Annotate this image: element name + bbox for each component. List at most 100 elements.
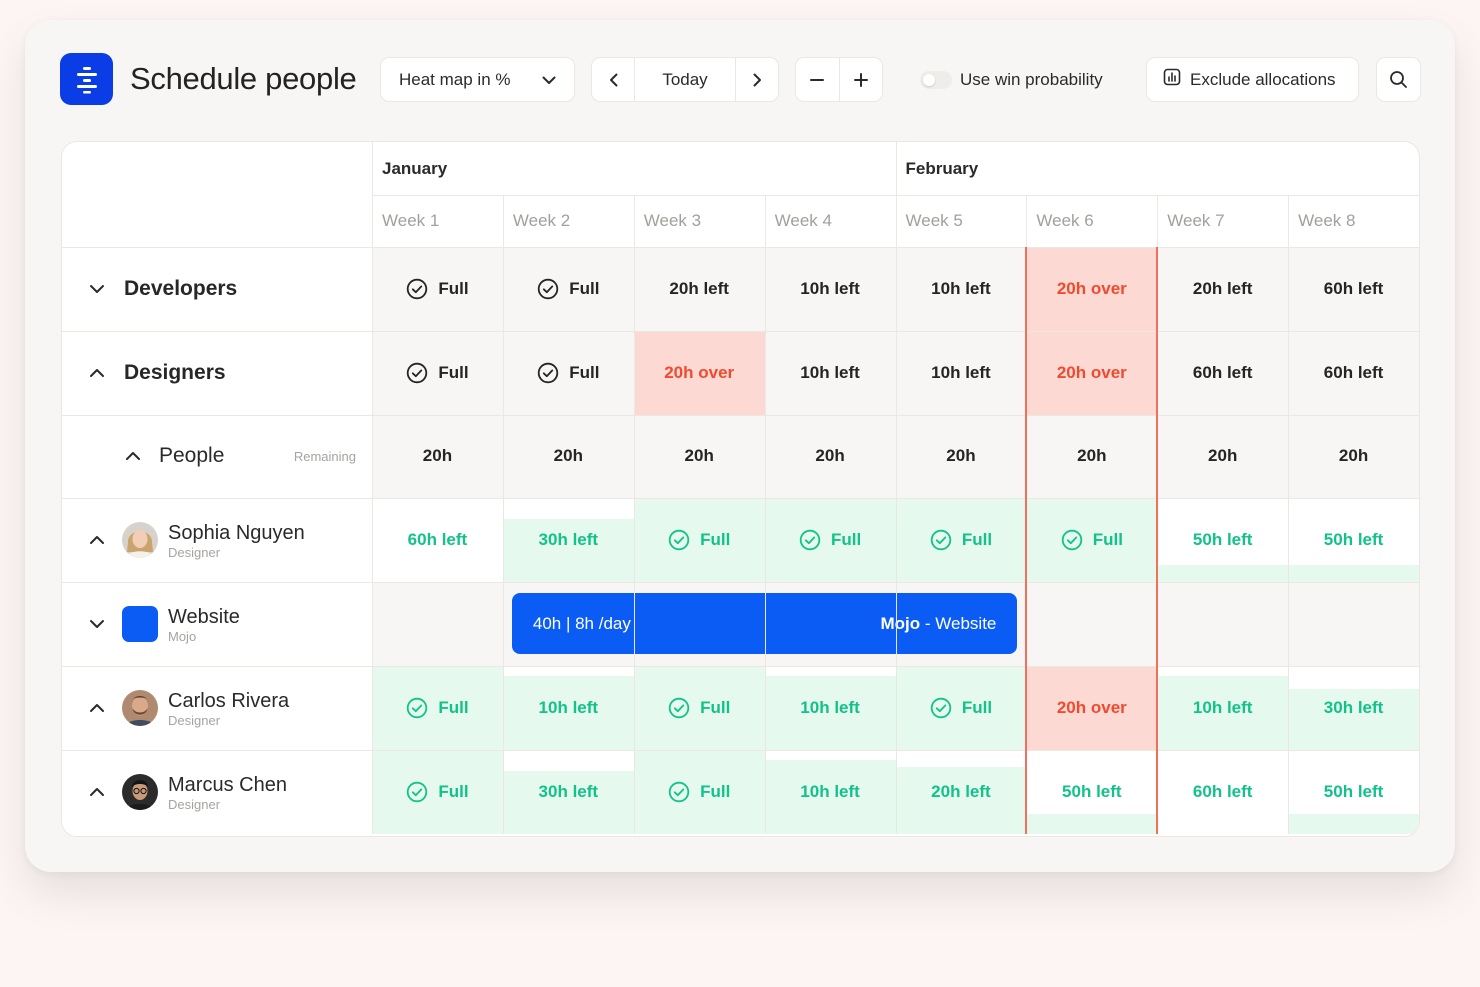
week-header: Week 8 <box>1298 211 1356 230</box>
capacity-fill <box>633 498 765 583</box>
project-cell[interactable] <box>372 582 503 666</box>
capacity-text: Full <box>700 697 731 717</box>
month-header: February <box>905 158 979 178</box>
capacity-cell[interactable]: Full <box>372 666 503 750</box>
capacity-cell[interactable]: Full <box>1026 498 1158 583</box>
zoom-out-button[interactable] <box>796 58 839 101</box>
view-mode-dropdown[interactable]: Heat map in % <box>380 57 575 102</box>
project-cell[interactable] <box>1157 582 1289 666</box>
capacity-text: 10h left <box>800 278 860 298</box>
exclude-allocations-button[interactable]: Exclude allocations <box>1146 57 1359 102</box>
capacity-value: 20h <box>1077 446 1106 466</box>
capacity-cell[interactable]: 30h left <box>502 498 634 583</box>
capacity-cell[interactable]: 20h <box>764 414 896 499</box>
chevron-down-icon[interactable] <box>88 280 106 298</box>
capacity-text: 20h over <box>1056 697 1127 717</box>
previous-button[interactable] <box>592 58 634 101</box>
capacity-cell[interactable]: 50h left <box>1288 749 1419 834</box>
capacity-cell[interactable]: 20h <box>633 414 765 499</box>
chevron-up-icon[interactable] <box>88 364 106 382</box>
person-role: Designer <box>168 545 221 561</box>
capacity-cell[interactable]: 60h left <box>1288 330 1419 415</box>
capacity-cell[interactable]: 10h left <box>502 666 634 750</box>
capacity-cell[interactable]: Full <box>764 498 896 583</box>
capacity-cell[interactable]: 60h left <box>372 498 503 583</box>
capacity-cell[interactable]: 20h left <box>633 247 765 331</box>
capacity-cell[interactable]: Full <box>502 247 634 331</box>
avatar <box>122 773 158 810</box>
grid-line <box>895 142 897 834</box>
capacity-cell[interactable]: 20h <box>1157 414 1289 499</box>
capacity-cell[interactable]: Full <box>372 749 503 834</box>
capacity-cell[interactable]: 10h left <box>764 330 896 415</box>
capacity-cell[interactable]: 60h left <box>1288 247 1419 331</box>
grid-line <box>764 195 766 834</box>
capacity-cell[interactable]: 20h left <box>1157 247 1289 331</box>
project-cell[interactable] <box>1026 582 1158 666</box>
capacity-cell[interactable]: 10h left <box>895 247 1027 331</box>
project-client: Mojo <box>168 629 197 645</box>
allocation-client: Mojo <box>880 613 921 633</box>
check-circle-icon <box>538 362 559 383</box>
capacity-text: Full <box>1092 530 1123 550</box>
grid-line <box>633 195 635 834</box>
capacity-cell[interactable]: 60h left <box>1157 749 1289 834</box>
check-circle-icon <box>407 278 428 300</box>
capacity-cell[interactable]: 20h <box>1026 414 1158 499</box>
capacity-cell[interactable]: 20h over <box>1026 330 1158 415</box>
capacity-value: 20h <box>554 446 583 466</box>
app-logo-icon[interactable] <box>60 53 113 105</box>
capacity-cell[interactable]: 30h left <box>1288 666 1419 750</box>
capacity-cell[interactable]: 50h left <box>1157 498 1289 583</box>
capacity-cell[interactable]: Full <box>633 498 765 583</box>
capacity-cell[interactable]: 10h left <box>764 749 896 834</box>
capacity-cell[interactable]: Full <box>895 666 1027 750</box>
chevron-up-icon[interactable] <box>88 783 106 801</box>
grid-line <box>62 749 1419 751</box>
chevron-up-icon[interactable] <box>124 447 142 465</box>
capacity-cell[interactable]: 20h over <box>633 330 765 415</box>
capacity-text: Full <box>438 278 469 298</box>
today-button[interactable]: Today <box>634 58 736 101</box>
capacity-cell[interactable]: 30h left <box>502 749 634 834</box>
capacity-value: 10h left <box>539 698 599 718</box>
chevron-up-icon[interactable] <box>88 531 106 549</box>
capacity-value: 20h <box>1339 446 1368 466</box>
capacity-cell[interactable]: 10h left <box>764 247 896 331</box>
capacity-fill <box>1026 814 1158 834</box>
capacity-cell[interactable]: Full <box>372 330 503 415</box>
capacity-cell[interactable]: 10h left <box>895 330 1027 415</box>
next-button[interactable] <box>736 58 778 101</box>
capacity-cell[interactable]: 50h left <box>1288 498 1419 583</box>
capacity-text: 60h left <box>407 530 468 550</box>
capacity-cell[interactable]: 20h <box>372 414 503 499</box>
capacity-cell[interactable]: Full <box>502 330 634 415</box>
capacity-cell[interactable]: 10h left <box>764 666 896 750</box>
capacity-text: 10h left <box>931 362 991 382</box>
capacity-cell[interactable]: 20h over <box>1026 666 1158 750</box>
capacity-value: 10h left <box>800 363 860 383</box>
capacity-cell[interactable]: Full <box>372 247 503 331</box>
win-probability-toggle[interactable] <box>920 70 952 89</box>
capacity-cell[interactable]: 10h left <box>1157 666 1289 750</box>
chevron-down-icon[interactable] <box>88 615 106 633</box>
chevron-up-icon[interactable] <box>88 699 106 717</box>
zoom-in-button[interactable] <box>838 58 883 101</box>
capacity-fill <box>895 766 1027 834</box>
project-cell[interactable] <box>1288 582 1419 666</box>
capacity-cell[interactable]: 20h <box>895 414 1027 499</box>
capacity-cell[interactable]: Full <box>633 666 765 750</box>
capacity-cell[interactable]: 20h over <box>1026 247 1158 331</box>
project-name: Website <box>168 606 240 629</box>
capacity-cell[interactable]: Full <box>633 749 765 834</box>
capacity-cell[interactable]: Full <box>895 498 1027 583</box>
capacity-value: Full <box>406 781 469 803</box>
capacity-cell[interactable]: 20h <box>502 414 634 499</box>
week-header: Week 3 <box>643 211 702 230</box>
capacity-value: 20h <box>423 446 452 466</box>
capacity-cell[interactable]: 50h left <box>1026 749 1158 834</box>
capacity-cell[interactable]: 20h <box>1288 414 1419 499</box>
capacity-cell[interactable]: 60h left <box>1157 330 1289 415</box>
capacity-cell[interactable]: 20h left <box>895 749 1027 834</box>
search-button[interactable] <box>1376 57 1421 102</box>
